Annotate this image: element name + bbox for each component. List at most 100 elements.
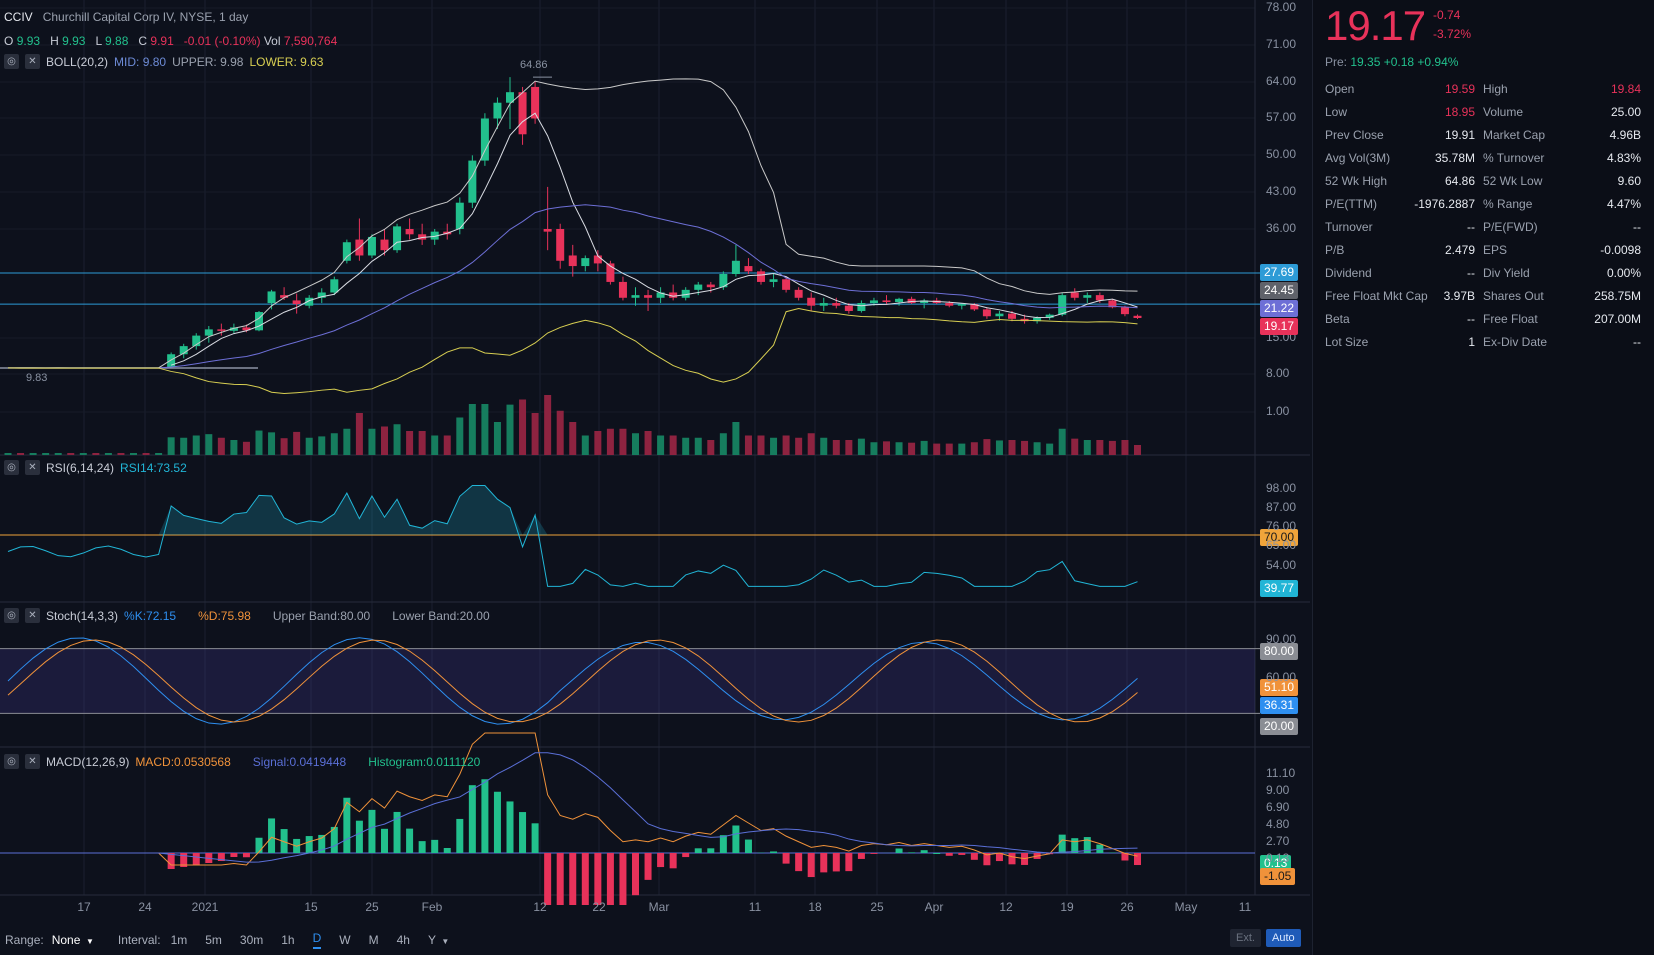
candle-body bbox=[1070, 292, 1079, 298]
macd-value-tag: -1.05 bbox=[1260, 868, 1296, 885]
volume-bar bbox=[343, 428, 351, 455]
time-tick-label: 25 bbox=[365, 900, 379, 914]
interval-1m[interactable]: 1m bbox=[170, 933, 188, 947]
interval-1h[interactable]: 1h bbox=[281, 933, 295, 947]
time-tick-label: 22 bbox=[592, 900, 606, 914]
macd-histogram-bar bbox=[657, 853, 665, 868]
volume-bar bbox=[1058, 428, 1066, 455]
axis-tick-label: 9.00 bbox=[1266, 783, 1290, 797]
volume-bar bbox=[933, 443, 941, 455]
candle-body bbox=[1008, 313, 1016, 319]
candle-body bbox=[493, 102, 502, 119]
macd-settings-icon[interactable]: ◎ bbox=[4, 754, 19, 769]
macd-histogram-bar bbox=[782, 853, 790, 864]
boll-legend: ◎ ✕ BOLL(20,2) MID: 9.80 UPPER: 9.98 LOW… bbox=[4, 54, 323, 69]
macd-histogram-bar bbox=[770, 851, 778, 853]
range-value: None bbox=[51, 933, 81, 947]
macd-name: MACD(12,26,9) bbox=[46, 754, 130, 769]
volume-bar bbox=[995, 440, 1003, 455]
caret-down-icon: ▼ bbox=[439, 937, 450, 946]
interval-label: Interval: bbox=[117, 933, 161, 947]
volume-bar bbox=[694, 437, 702, 455]
base-price-label: 9.83 bbox=[26, 372, 48, 384]
time-tick-label: Mar bbox=[648, 900, 670, 914]
candle-body bbox=[1120, 307, 1129, 315]
premarket-line: Pre: 19.35 +0.18 +0.94% bbox=[1325, 55, 1458, 69]
interval-30m[interactable]: 30m bbox=[239, 933, 264, 947]
stat-value: -- bbox=[1467, 312, 1475, 326]
volume-bar bbox=[217, 437, 225, 455]
stat-label: Prev Close bbox=[1325, 128, 1384, 142]
auto-toggle[interactable]: Auto bbox=[1266, 929, 1301, 947]
boll-settings-icon[interactable]: ◎ bbox=[4, 54, 19, 69]
rsi-legend: ◎ ✕ RSI(6,14,24) RSI14:73.52 bbox=[4, 460, 187, 475]
macd-histogram-bar bbox=[719, 835, 727, 853]
volume-bar bbox=[242, 441, 250, 455]
interval-d[interactable]: D bbox=[312, 931, 322, 949]
volume-bar bbox=[104, 453, 112, 455]
rsi-close-icon[interactable]: ✕ bbox=[25, 460, 40, 475]
range-dropdown[interactable]: None ▼ bbox=[52, 933, 94, 947]
stoch-close-icon[interactable]: ✕ bbox=[25, 608, 40, 623]
stat-label: Turnover bbox=[1325, 220, 1373, 234]
macd-histogram-bar bbox=[443, 848, 451, 853]
ext-toggle[interactable]: Ext. bbox=[1230, 929, 1261, 947]
axis-tick-label: 64.00 bbox=[1266, 74, 1297, 88]
volume-bar bbox=[883, 441, 890, 455]
macd-close-icon[interactable]: ✕ bbox=[25, 754, 40, 769]
axis-tick-label: 71.00 bbox=[1266, 37, 1297, 51]
macd-histogram-bar bbox=[180, 853, 188, 867]
time-tick-label: May bbox=[1174, 900, 1198, 914]
rsi-settings-icon[interactable]: ◎ bbox=[4, 460, 19, 475]
stat-label: Free Float bbox=[1483, 312, 1538, 326]
price-change: -0.74 bbox=[1433, 8, 1461, 22]
macd-histogram-bar bbox=[983, 853, 991, 866]
candle-body bbox=[255, 312, 263, 331]
axis-tick-label: 50.00 bbox=[1266, 147, 1297, 161]
stat-label: Free Float Mkt Cap bbox=[1325, 289, 1428, 303]
time-tick-label: 11 bbox=[748, 900, 762, 914]
chart-area[interactable]: CCIV Churchill Capital Corp IV, NYSE, 1 … bbox=[0, 0, 1310, 914]
volume-bar bbox=[1096, 440, 1104, 455]
volume-bar bbox=[1134, 444, 1141, 455]
stoch-k: %K:72.15 bbox=[124, 608, 177, 623]
interval-m[interactable]: M bbox=[368, 933, 379, 947]
interval-y-dropdown[interactable]: Y ▼ bbox=[428, 933, 449, 947]
volume-bar bbox=[544, 395, 552, 455]
price-chart-svg[interactable] bbox=[0, 0, 1310, 905]
macd-histogram-bar bbox=[1083, 837, 1091, 853]
stat-value: 4.83% bbox=[1606, 151, 1641, 165]
stat-value: -- bbox=[1467, 266, 1475, 280]
interval-4h[interactable]: 4h bbox=[396, 933, 410, 947]
macd-histogram-bar bbox=[920, 850, 928, 853]
stat-label: 52 Wk High bbox=[1325, 174, 1388, 188]
time-tick-label: 25 bbox=[870, 900, 884, 914]
boll-lower: LOWER: 9.63 bbox=[249, 54, 324, 69]
macd-legend: ◎ ✕ MACD(12,26,9) MACD:0.0530568 Signal:… bbox=[4, 754, 480, 769]
macd-histogram-bar bbox=[255, 837, 263, 853]
stat-label: Avg Vol(3M) bbox=[1325, 151, 1391, 165]
rsi-value-tag: 39.77 bbox=[1260, 580, 1299, 597]
volume-bar bbox=[381, 426, 388, 455]
interval-w[interactable]: W bbox=[339, 933, 351, 947]
ohlc-vol-value: 7,590,764 bbox=[283, 34, 338, 48]
volume-bar bbox=[130, 453, 137, 455]
macd-histogram-bar bbox=[807, 853, 815, 878]
stoch-settings-icon[interactable]: ◎ bbox=[4, 608, 19, 623]
volume-bar bbox=[782, 435, 790, 455]
interval-5m[interactable]: 5m bbox=[205, 933, 222, 947]
volume-bar bbox=[368, 428, 376, 455]
stoch-k-tag: 36.31 bbox=[1260, 697, 1299, 714]
candle-body bbox=[719, 274, 728, 288]
stat-label: P/E(TTM) bbox=[1325, 197, 1377, 211]
volume-bar bbox=[54, 453, 62, 455]
candle-body bbox=[167, 354, 176, 368]
boll-close-icon[interactable]: ✕ bbox=[25, 54, 40, 69]
volume-bar bbox=[355, 413, 363, 455]
stat-label: Lot Size bbox=[1325, 335, 1369, 349]
candle-body bbox=[543, 229, 552, 232]
volume-bar bbox=[732, 422, 740, 455]
axis-tick-label: 87.00 bbox=[1266, 500, 1297, 514]
volume-bar bbox=[719, 433, 727, 455]
stat-label: Dividend bbox=[1325, 266, 1372, 280]
